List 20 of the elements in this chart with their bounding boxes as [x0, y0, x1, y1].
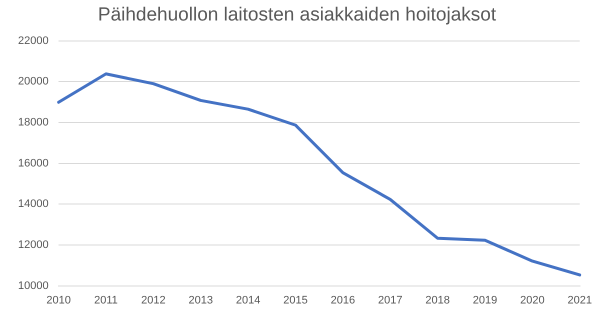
x-tick-label: 2010 [46, 294, 71, 306]
y-tick-label: 14000 [18, 198, 49, 210]
chart-title: Päihdehuollon laitosten asiakkaiden hoitojaksot [98, 4, 497, 26]
x-tick-label: 2015 [283, 294, 308, 306]
x-tick-label: 2020 [520, 294, 545, 306]
y-tick-label: 12000 [18, 239, 49, 251]
y-tick-label: 10000 [18, 280, 49, 292]
y-tick-label: 18000 [18, 116, 49, 128]
x-tick-label: 2013 [188, 294, 213, 306]
x-tick-label: 2014 [236, 294, 260, 306]
x-tick-label: 2016 [330, 294, 356, 306]
x-tick-label: 2018 [425, 294, 450, 306]
x-tick-label: 2012 [141, 294, 166, 306]
x-tick-label: 2011 [94, 294, 118, 306]
x-tick-label: 2021 [568, 294, 592, 306]
y-tick-label: 22000 [18, 34, 49, 47]
x-tick-label: 2019 [472, 294, 498, 306]
y-tick-label: 16000 [18, 157, 49, 170]
x-tick-label: 2017 [378, 294, 402, 306]
y-tick-label: 20000 [18, 76, 49, 88]
